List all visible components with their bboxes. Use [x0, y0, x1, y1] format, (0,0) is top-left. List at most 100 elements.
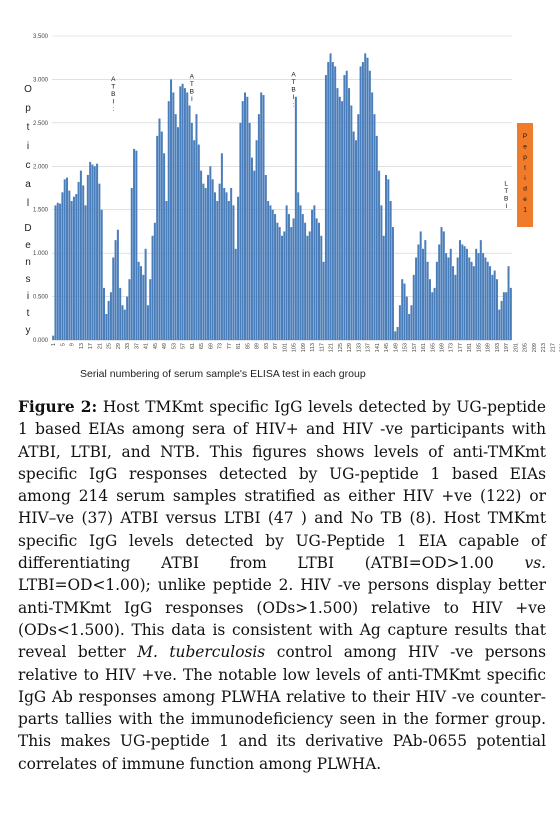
bar-146 — [387, 179, 390, 340]
bar-102 — [285, 205, 288, 340]
bar-93 — [264, 174, 267, 340]
x-tick-label-81: 81 — [236, 343, 242, 349]
svg-text:B: B — [111, 91, 115, 98]
bar-197 — [505, 292, 508, 340]
bar-130 — [350, 105, 353, 340]
bar-27 — [112, 257, 115, 340]
bar-5 — [61, 192, 64, 340]
bar-67 — [204, 188, 207, 340]
bar-71 — [213, 192, 216, 340]
svg-text:B: B — [291, 87, 295, 94]
x-tick-label-41: 41 — [144, 343, 150, 349]
bar-74 — [220, 153, 223, 340]
bar-168 — [438, 244, 441, 340]
x-tick-label-165: 165 — [430, 343, 436, 352]
bar-96 — [271, 209, 274, 340]
bar-187 — [482, 253, 485, 340]
x-tick-label-141: 141 — [375, 343, 381, 352]
x-tick-label-65: 65 — [199, 343, 205, 349]
bar-10 — [72, 196, 75, 340]
bar-111 — [306, 235, 309, 340]
bar-152 — [401, 279, 404, 340]
bar-105 — [292, 218, 295, 340]
bar-80 — [234, 248, 237, 340]
y-tick-label-5: 2.500 — [33, 121, 49, 127]
x-tick-label-193: 193 — [495, 343, 501, 352]
y-tick-label-4: 2.000 — [33, 164, 49, 170]
bar-116 — [317, 222, 320, 340]
bar-198 — [507, 266, 510, 340]
bar-117 — [320, 235, 323, 340]
bar-181 — [468, 257, 471, 340]
bar-83 — [241, 101, 244, 341]
bar-84 — [244, 92, 247, 340]
bar-158 — [415, 257, 418, 340]
x-tick-label-201: 201 — [513, 343, 519, 352]
svg-text:L: L — [504, 180, 508, 187]
x-tick-label-49: 49 — [162, 343, 168, 349]
bar-11 — [75, 194, 78, 340]
bar-147 — [389, 201, 392, 340]
y-tick-label-2: 1.000 — [33, 251, 49, 257]
bar-136 — [364, 53, 367, 340]
side-label-letter: d — [523, 186, 527, 193]
y-axis-label-letter: c — [26, 160, 31, 171]
x-tick-label-117: 117 — [319, 343, 325, 352]
bar-8 — [68, 190, 71, 340]
bar-140 — [373, 114, 376, 341]
bar-114 — [313, 205, 316, 340]
bar-38 — [137, 261, 140, 340]
side-label-letter: P — [523, 133, 527, 140]
x-tick-label-45: 45 — [153, 343, 159, 349]
bar-125 — [338, 96, 341, 340]
x-tick-label-33: 33 — [125, 343, 131, 349]
svg-text:B: B — [190, 88, 194, 95]
bar-104 — [290, 227, 293, 340]
bar-57 — [181, 83, 184, 341]
x-tick-label-145: 145 — [384, 343, 390, 352]
bar-22 — [100, 209, 103, 340]
bar-123 — [334, 66, 337, 341]
bar-3 — [56, 202, 59, 340]
bar-135 — [361, 62, 364, 341]
bar-2 — [54, 205, 57, 340]
bar-76 — [225, 192, 228, 340]
x-tick-label-37: 37 — [134, 343, 140, 349]
bar-145 — [385, 174, 388, 340]
bar-180 — [465, 248, 468, 340]
x-tick-label-85: 85 — [245, 343, 251, 349]
bar-179 — [463, 246, 466, 340]
x-tick-label-157: 157 — [412, 343, 418, 352]
bar-177 — [458, 240, 461, 340]
bar-60 — [188, 105, 191, 340]
bar-108 — [299, 205, 302, 340]
x-tick-label-97: 97 — [273, 343, 279, 349]
bar-182 — [470, 261, 473, 340]
bar-1 — [52, 335, 55, 340]
bar-15 — [84, 205, 87, 340]
bar-183 — [472, 266, 475, 340]
bar-48 — [160, 131, 163, 340]
svg-text:B: B — [504, 195, 508, 202]
bar-131 — [352, 131, 355, 340]
bar-148 — [391, 227, 394, 340]
bar-121 — [329, 53, 332, 340]
bar-138 — [368, 70, 371, 340]
x-tick-label-113: 113 — [310, 343, 316, 352]
svg-text:I: I — [112, 99, 114, 106]
bar-167 — [435, 261, 438, 340]
caption-vs: vs. — [524, 554, 547, 573]
bar-98 — [276, 222, 279, 340]
bar-14 — [82, 185, 85, 340]
bar-186 — [479, 240, 482, 340]
side-label-letter: 1 — [523, 207, 527, 214]
bar-164 — [428, 279, 431, 340]
bar-40 — [142, 274, 145, 340]
x-tick-label-1: 1 — [51, 343, 57, 346]
x-tick-label-161: 161 — [421, 343, 427, 352]
bar-139 — [371, 92, 374, 340]
bar-56 — [179, 86, 182, 341]
bar-81 — [237, 196, 240, 340]
